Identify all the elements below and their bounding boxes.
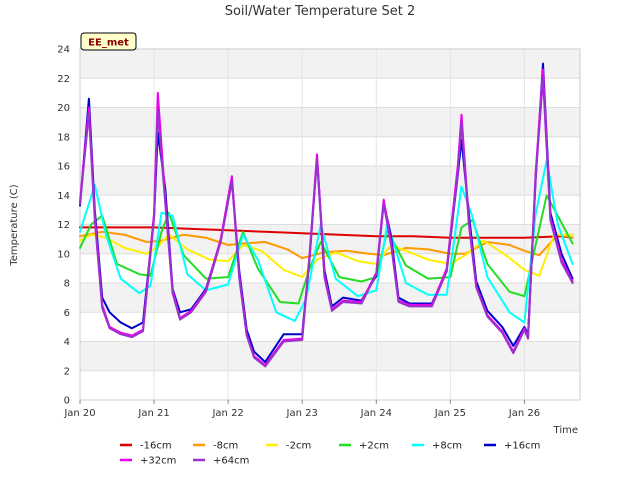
series-lines bbox=[79, 62, 574, 368]
y-tick-label: 8 bbox=[64, 279, 70, 290]
station-badge: EE_met bbox=[80, 32, 137, 51]
x-axis-ticks: Jan 20 Jan 21 Jan 22 Jan 23 Jan 24 Jan 25 Jan … bbox=[63, 400, 540, 419]
plot-band bbox=[80, 49, 580, 79]
grid-lines bbox=[79, 48, 580, 401]
legend-label: +64cm bbox=[213, 456, 249, 467]
y-tick-label: 12 bbox=[57, 220, 70, 231]
y-tick-label: 14 bbox=[57, 191, 70, 202]
legend-label: -2cm bbox=[286, 441, 311, 452]
legend-label: +16cm bbox=[504, 441, 540, 452]
x-tick-label: Jan 24 bbox=[360, 408, 392, 419]
x-axis-title: Time bbox=[553, 425, 578, 436]
plot-band bbox=[80, 370, 580, 400]
legend-label: -8cm bbox=[213, 441, 238, 452]
series-line-2cm bbox=[79, 233, 574, 279]
station-badge-label: EE_met bbox=[88, 38, 129, 49]
y-tick-label: 2 bbox=[64, 366, 70, 377]
y-tick-label: 10 bbox=[57, 249, 70, 260]
plot-frame bbox=[79, 48, 581, 401]
x-tick-label: Jan 23 bbox=[286, 408, 318, 419]
series-line-64cm bbox=[79, 77, 574, 368]
y-tick-label: 18 bbox=[57, 132, 70, 143]
y-tick-label: 16 bbox=[57, 162, 70, 173]
y-axis-title: Temperature (C) bbox=[9, 184, 20, 266]
legend-label: +8cm bbox=[432, 441, 462, 452]
plot-band bbox=[80, 78, 580, 108]
x-tick-label: Jan 20 bbox=[63, 408, 95, 419]
y-tick-label: 4 bbox=[64, 337, 70, 348]
y-tick-label: 22 bbox=[57, 74, 70, 85]
plot-band bbox=[80, 107, 580, 137]
y-tick-label: 6 bbox=[64, 308, 70, 319]
x-tick-label: Jan 26 bbox=[508, 408, 540, 419]
plot-band bbox=[80, 341, 580, 371]
plot-band bbox=[80, 195, 580, 225]
station-badge-box bbox=[80, 32, 137, 51]
x-tick-label: Jan 21 bbox=[137, 408, 169, 419]
y-tick-label: 24 bbox=[57, 45, 70, 56]
y-tick-label: 20 bbox=[57, 103, 70, 114]
x-tick-label: Jan 25 bbox=[434, 408, 466, 419]
legend: -16cm -8cm -2cm +2cm +8cm +16cm +32cm +64cm bbox=[120, 441, 540, 467]
legend-label: +32cm bbox=[140, 456, 176, 467]
legend-label: -16cm bbox=[140, 441, 172, 452]
chart-title: Soil/Water Temperature Set 2 bbox=[225, 4, 416, 19]
y-tick-label: 0 bbox=[64, 396, 70, 407]
legend-label: +2cm bbox=[359, 441, 389, 452]
x-tick-label: Jan 22 bbox=[211, 408, 243, 419]
